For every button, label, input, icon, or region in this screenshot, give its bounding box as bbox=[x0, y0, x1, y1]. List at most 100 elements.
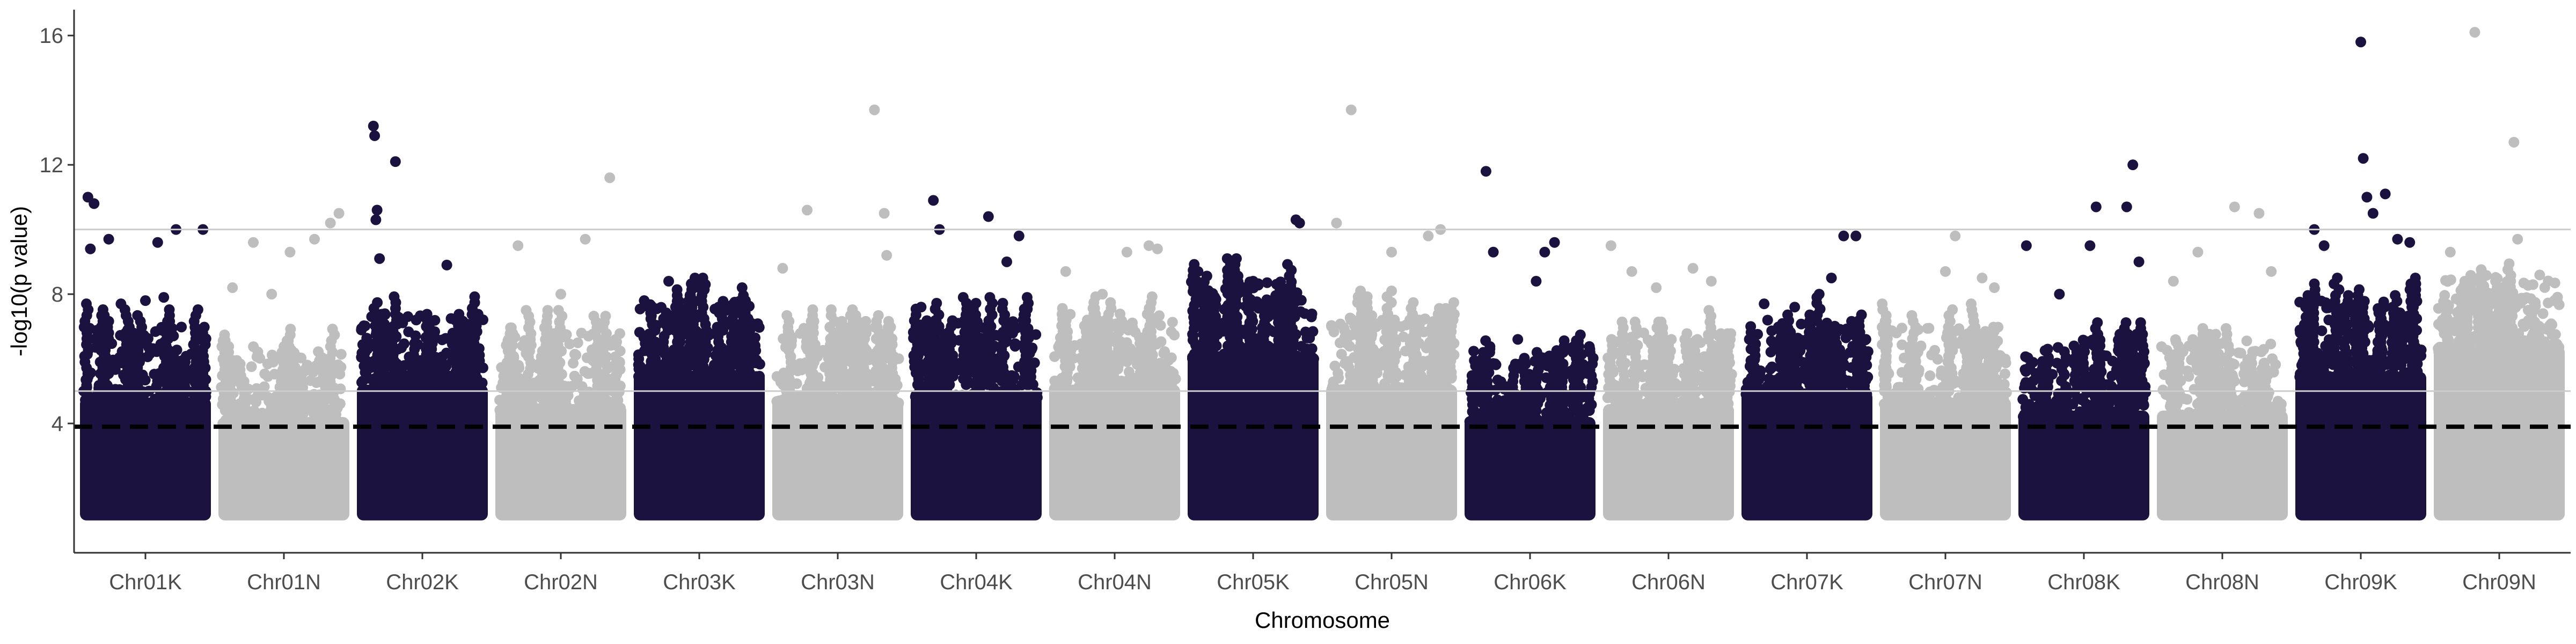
point-band-chr03n bbox=[772, 397, 903, 521]
point bbox=[825, 304, 837, 316]
peak-point bbox=[1192, 266, 1204, 277]
point bbox=[970, 297, 982, 309]
point bbox=[1366, 314, 1377, 326]
point bbox=[376, 309, 387, 320]
point bbox=[707, 368, 719, 379]
peak-point bbox=[580, 233, 591, 245]
point bbox=[1057, 303, 1068, 314]
point bbox=[80, 298, 92, 310]
peak-point bbox=[736, 282, 748, 294]
peak-point bbox=[1423, 230, 1434, 241]
chromosome-chr04n-points bbox=[1049, 240, 1181, 521]
peak-point bbox=[1626, 266, 1637, 277]
point bbox=[956, 390, 968, 401]
peak-point bbox=[1060, 266, 1071, 277]
point bbox=[635, 361, 646, 372]
point bbox=[1427, 332, 1438, 343]
peak-point bbox=[333, 208, 345, 219]
point bbox=[1221, 253, 1233, 264]
point bbox=[674, 296, 685, 307]
peak-point bbox=[115, 298, 127, 310]
point bbox=[588, 311, 599, 322]
peak-point bbox=[802, 204, 813, 216]
point bbox=[1448, 297, 1459, 308]
point bbox=[167, 398, 179, 409]
peak-point bbox=[369, 130, 380, 141]
point bbox=[1206, 288, 1218, 299]
peak-point bbox=[1248, 276, 1258, 287]
point bbox=[997, 297, 1008, 309]
point bbox=[1703, 305, 1715, 316]
point bbox=[1146, 291, 1158, 302]
point bbox=[847, 398, 858, 409]
chromosome-chr02n-points bbox=[494, 172, 626, 521]
point bbox=[855, 398, 866, 409]
point bbox=[1649, 405, 1660, 416]
point bbox=[1340, 358, 1351, 369]
point bbox=[1155, 336, 1167, 347]
peak-point bbox=[248, 237, 259, 248]
point-band-chr06k bbox=[1465, 417, 1596, 521]
peak-point bbox=[1152, 243, 1163, 254]
point bbox=[1803, 391, 1814, 402]
point bbox=[615, 405, 626, 416]
peak-point bbox=[604, 172, 616, 184]
point bbox=[142, 351, 153, 362]
point bbox=[1123, 320, 1135, 331]
peak-point bbox=[983, 211, 994, 222]
point bbox=[984, 391, 996, 402]
peak-point bbox=[1294, 217, 1305, 229]
point bbox=[1306, 353, 1318, 364]
point bbox=[1159, 346, 1170, 357]
point bbox=[1082, 314, 1093, 326]
point-band-chr01k bbox=[80, 397, 211, 521]
peak-point bbox=[368, 120, 379, 131]
point bbox=[189, 398, 200, 409]
peak-point bbox=[1121, 246, 1132, 258]
point bbox=[1300, 326, 1311, 338]
point-band-chr02k bbox=[357, 384, 488, 521]
point bbox=[1201, 270, 1212, 282]
point bbox=[1766, 325, 1777, 336]
point bbox=[1669, 404, 1680, 415]
point bbox=[1386, 286, 1397, 297]
point bbox=[192, 304, 203, 316]
point bbox=[285, 324, 296, 335]
point bbox=[645, 308, 656, 319]
point bbox=[1123, 377, 1134, 388]
point bbox=[1763, 373, 1775, 384]
peak-point bbox=[152, 237, 163, 248]
point bbox=[541, 316, 552, 327]
point bbox=[281, 335, 292, 346]
point bbox=[1339, 325, 1350, 336]
point bbox=[1008, 390, 1020, 401]
point bbox=[429, 326, 441, 337]
peak-point bbox=[663, 276, 674, 287]
point bbox=[931, 297, 942, 309]
point bbox=[1215, 353, 1226, 364]
point bbox=[697, 369, 708, 380]
point bbox=[199, 321, 210, 333]
point bbox=[335, 349, 347, 360]
point bbox=[860, 316, 872, 327]
point bbox=[1765, 346, 1776, 357]
point-band-chr02n bbox=[495, 404, 626, 521]
peak-point bbox=[1512, 334, 1524, 345]
point bbox=[1628, 405, 1639, 416]
point bbox=[1497, 404, 1508, 415]
point bbox=[678, 371, 690, 383]
point bbox=[259, 381, 270, 392]
point bbox=[115, 398, 127, 409]
peak-point bbox=[1480, 166, 1491, 177]
chromosome-chr06n-points bbox=[1602, 240, 1737, 521]
point bbox=[1285, 352, 1297, 363]
point-band-chr07k bbox=[1741, 391, 1872, 521]
point bbox=[1254, 352, 1265, 363]
chromosome-chr02k-points bbox=[356, 120, 488, 521]
point bbox=[372, 297, 383, 308]
point bbox=[368, 383, 379, 394]
point bbox=[596, 405, 607, 416]
point bbox=[806, 394, 817, 406]
point bbox=[581, 352, 592, 363]
